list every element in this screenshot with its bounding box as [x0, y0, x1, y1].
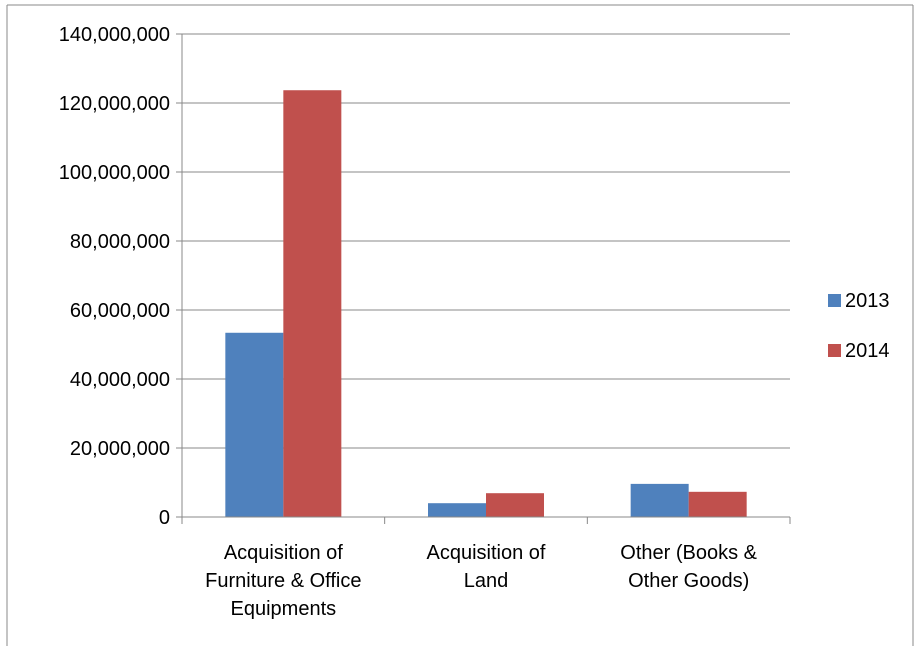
bar-2013-category-1 — [428, 503, 486, 517]
legend-label-2014: 2014 — [845, 340, 890, 362]
legend-swatch-2014 — [828, 344, 841, 357]
y-tick-label: 100,000,000 — [59, 162, 170, 184]
x-category-labels: Acquisition of Furniture & Office Equipmen… — [205, 542, 758, 620]
y-tick-label: 140,000,000 — [59, 24, 170, 46]
bar-2013-category-2 — [630, 483, 689, 517]
x-category-label-line: Land — [464, 570, 509, 592]
bar-2014-category-0 — [283, 90, 342, 518]
y-tick-label: 60,000,000 — [70, 300, 170, 322]
x-category-label-line: Equipments — [231, 598, 337, 620]
bar-2014-category-2 — [688, 491, 747, 517]
y-tick-label: 20,000,000 — [70, 438, 170, 460]
axes — [176, 33, 791, 524]
legend: 2013 2014 — [828, 290, 890, 362]
y-tick-label: 40,000,000 — [70, 369, 170, 391]
x-category-label-line: Other (Books & — [620, 542, 757, 564]
x-category-label-line: Acquisition of — [427, 542, 546, 564]
y-tick-label: 0 — [159, 507, 170, 529]
legend-swatch-2013 — [828, 294, 841, 307]
y-tick-label: 120,000,000 — [59, 93, 170, 115]
y-tick-labels: 0 20,000,000 40,000,000 60,000,000 80,000,00… — [59, 24, 170, 529]
x-category-label-line: Acquisition of — [224, 542, 343, 564]
bars — [225, 90, 747, 518]
x-category-label: Other (Books & Other Goods) — [620, 542, 757, 592]
x-category-label: Acquisition of Furniture & Office Equipmen… — [205, 542, 361, 620]
y-tick-label: 80,000,000 — [70, 231, 170, 253]
x-category-label: Acquisition of Land — [427, 542, 546, 592]
bar-2013-category-0 — [225, 332, 284, 517]
legend-label-2013: 2013 — [845, 290, 890, 312]
x-category-label-line: Furniture & Office — [205, 570, 361, 592]
bar-2014-category-1 — [486, 493, 544, 517]
x-category-label-line: Other Goods) — [628, 570, 749, 592]
